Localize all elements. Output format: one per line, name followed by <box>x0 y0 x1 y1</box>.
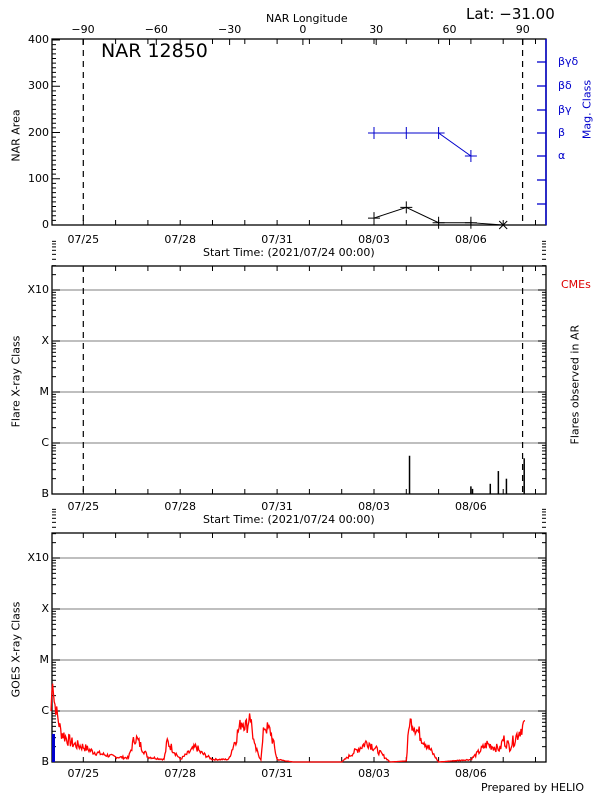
y-tick-label: M <box>39 385 50 398</box>
longitude-tick-label: −30 <box>217 23 242 36</box>
x-tick-label: 07/28 <box>164 767 197 780</box>
y-tick-label: M <box>39 653 50 666</box>
mag-class-ylabel: Mag. Class <box>580 79 594 140</box>
y-tick-label: X10 <box>27 283 49 296</box>
nar-area-marker <box>368 212 380 225</box>
top-panel-frame <box>51 38 547 226</box>
goes-flux-line <box>50 683 526 763</box>
y-tick-label: C <box>41 436 49 449</box>
x-tick-label: 07/28 <box>164 233 197 246</box>
nar-area-marker <box>498 220 508 230</box>
mag-class-marker <box>400 127 413 139</box>
x-tick-label: 07/28 <box>164 500 197 513</box>
mag-class-tick-label: βγδ <box>558 55 579 68</box>
x-tick-label: 08/03 <box>358 767 390 780</box>
x-tick-label: 08/03 <box>358 500 390 513</box>
middle-panel-xlabel: Start Time: (2021/07/24 00:00) <box>203 513 375 526</box>
longitude-tick-label: −90 <box>71 23 95 36</box>
goes-class-ylabel: GOES X-ray Class <box>9 601 23 698</box>
y-tick-label: B <box>41 487 49 500</box>
x-tick-label: 08/06 <box>455 500 487 513</box>
y-tick-label: B <box>41 755 49 768</box>
y-tick-label: 300 <box>28 79 49 93</box>
y-tick-label: X10 <box>27 551 49 564</box>
mag-class-marker <box>368 127 380 139</box>
mag-class-tick-label: β <box>558 126 566 139</box>
x-tick-label: 07/25 <box>67 767 100 780</box>
flares-observed-ylabel: Flares observed in AR <box>568 324 582 445</box>
mag-class-tick-label: α <box>558 149 566 162</box>
flare-class-ylabel: Flare X-ray Class <box>9 335 23 428</box>
nar-area-ylabel: NAR Area <box>9 109 23 162</box>
mag-class-line <box>374 132 472 157</box>
top-panel-xlabel: Start Time: (2021/07/24 00:00) <box>203 246 375 259</box>
nar-area-marker <box>432 216 445 229</box>
longitude-tick-label: 90 <box>515 23 530 36</box>
x-tick-label: 07/31 <box>261 767 293 780</box>
chart-title: NAR 12850 <box>101 40 208 62</box>
x-tick-label: 08/06 <box>455 233 487 246</box>
x-tick-label: 07/31 <box>261 233 293 246</box>
mag-class-tick-label: βδ <box>558 79 572 92</box>
flare-panel-frame <box>51 265 547 495</box>
nar-area-marker <box>464 216 477 229</box>
cmes-legend: CMEs <box>561 278 591 291</box>
nar-area-marker <box>400 201 413 214</box>
x-tick-label: 08/06 <box>455 767 487 780</box>
latitude-label: Lat: −31.00 <box>466 5 555 23</box>
mag-class-tick-label: βγ <box>558 103 572 116</box>
y-tick-label: 200 <box>28 125 49 139</box>
longitude-tick-label: 30 <box>369 23 384 36</box>
top-axis-label: NAR Longitude <box>266 12 348 25</box>
x-tick-label: 07/25 <box>67 500 100 513</box>
longitude-tick-label: 60 <box>442 23 457 36</box>
x-tick-label: 07/31 <box>261 500 293 513</box>
y-tick-label: X <box>41 334 49 347</box>
mag-class-marker <box>432 127 445 139</box>
goes-panel-frame <box>51 532 547 763</box>
longitude-tick-label: 0 <box>299 23 307 36</box>
longitude-tick-label: −60 <box>144 23 168 36</box>
y-tick-label: 0 <box>42 218 49 231</box>
mag-class-marker <box>464 150 477 162</box>
x-tick-label: 08/03 <box>358 233 390 246</box>
y-tick-label: 100 <box>28 171 49 185</box>
y-tick-label: C <box>41 704 49 717</box>
y-tick-label: 400 <box>28 33 49 46</box>
y-tick-label: X <box>41 602 49 615</box>
footer-credit: Prepared by HELIO <box>481 781 584 794</box>
x-tick-label: 07/25 <box>67 233 100 246</box>
